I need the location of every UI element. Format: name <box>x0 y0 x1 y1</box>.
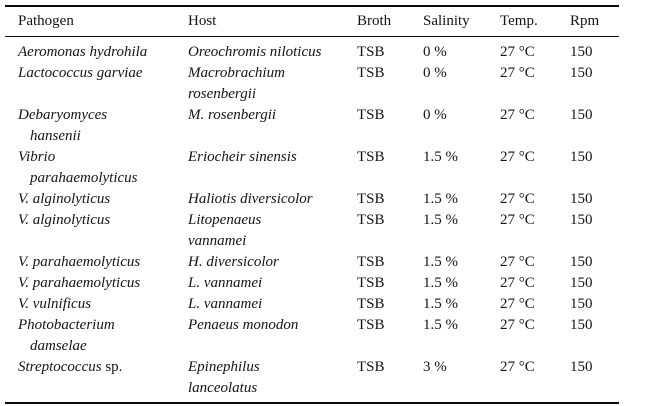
host-cell: L. vannamei <box>188 275 263 291</box>
broth-cell: TSB <box>357 317 385 333</box>
temp-cell: 27 °C <box>500 317 535 333</box>
pathogen-cell: Vibrio parahaemolyticus <box>5 147 188 189</box>
host-cell: Eriocheir sinensis <box>188 149 297 165</box>
rpm-cell: 150 <box>570 65 593 81</box>
temp-cell: 27 °C <box>500 359 535 375</box>
host-cell: Macrobrachium rosenbergii <box>188 65 285 102</box>
host-cell: H. diversicolor <box>188 254 279 270</box>
broth-cell: TSB <box>357 44 385 60</box>
broth-cell: TSB <box>357 191 385 207</box>
culture-conditions-table: Pathogen Host Broth Salinity Temp. Rpm A… <box>5 5 619 404</box>
temp-cell: 27 °C <box>500 275 535 291</box>
table-row: V. vulnificus L. vannamei TSB 1.5 % 27 °… <box>5 294 619 315</box>
broth-cell: TSB <box>357 275 385 291</box>
column-header-pathogen: Pathogen <box>5 6 188 37</box>
broth-cell: TSB <box>357 254 385 270</box>
pathogen-cell: Debaryomyces hansenii <box>5 105 188 147</box>
pathogen-cell: Streptococcus sp. <box>5 357 188 403</box>
pathogen-cell: Photobacterium damselae <box>5 315 188 357</box>
host-cell: Haliotis diversicolor <box>188 191 313 207</box>
rpm-cell: 150 <box>570 107 593 123</box>
rpm-cell: 150 <box>570 191 593 207</box>
host-cell: L. vannamei <box>188 296 263 312</box>
temp-cell: 27 °C <box>500 107 535 123</box>
pathogen-name: V. alginolyticus <box>18 191 111 207</box>
salinity-cell: 1.5 % <box>423 317 458 333</box>
table-row: Lactococcus garviae Macrobrachium rosenb… <box>5 63 619 105</box>
pathogen-name: V. vulnificus <box>18 296 92 312</box>
table-row: V. alginolyticus Haliotis diversicolor T… <box>5 189 619 210</box>
table-row: V. parahaemolyticus H. diversicolor TSB … <box>5 252 619 273</box>
salinity-cell: 0 % <box>423 65 447 81</box>
pathogen-name: Photobacterium damselae <box>18 317 115 354</box>
temp-cell: 27 °C <box>500 212 535 228</box>
salinity-cell: 1.5 % <box>423 191 458 207</box>
broth-cell: TSB <box>357 107 385 123</box>
table-row: V. parahaemolyticus L. vannamei TSB 1.5 … <box>5 273 619 294</box>
table-row: Aeromonas hydrohila Oreochromis niloticu… <box>5 37 619 64</box>
rpm-cell: 150 <box>570 44 593 60</box>
pathogen-name: V. parahaemolyticus <box>18 275 141 291</box>
host-cell: Epinephilus lanceolatus <box>188 359 260 396</box>
table-row: Streptococcus sp. Epinephilus lanceolatu… <box>5 357 619 403</box>
pathogen-name: Lactococcus garviae <box>18 65 143 81</box>
rpm-cell: 150 <box>570 212 593 228</box>
broth-cell: TSB <box>357 212 385 228</box>
temp-cell: 27 °C <box>500 191 535 207</box>
column-header-rpm: Rpm <box>570 6 619 37</box>
column-header-temp: Temp. <box>500 6 570 37</box>
rpm-cell: 150 <box>570 254 593 270</box>
host-cell: Penaeus monodon <box>188 317 299 333</box>
table-body: Aeromonas hydrohila Oreochromis niloticu… <box>5 37 619 404</box>
pathogen-name: Debaryomyces hansenii <box>18 107 108 144</box>
temp-cell: 27 °C <box>500 44 535 60</box>
temp-cell: 27 °C <box>500 149 535 165</box>
rpm-cell: 150 <box>570 275 593 291</box>
rpm-cell: 150 <box>570 296 593 312</box>
table-row: Photobacterium damselae Penaeus monodon … <box>5 315 619 357</box>
salinity-cell: 1.5 % <box>423 275 458 291</box>
host-cell: Litopenaeus vannamei <box>188 212 262 249</box>
salinity-cell: 0 % <box>423 44 447 60</box>
rpm-cell: 150 <box>570 359 593 375</box>
pathogen-name-roman-suffix: sp. <box>101 359 123 375</box>
pathogen-cell: V. parahaemolyticus <box>5 252 188 273</box>
rpm-cell: 150 <box>570 317 593 333</box>
broth-cell: TSB <box>357 65 385 81</box>
pathogen-name: Streptococcus <box>18 359 102 375</box>
column-header-salinity: Salinity <box>423 6 500 37</box>
host-cell: Oreochromis niloticus <box>188 44 322 60</box>
pathogen-cell: Aeromonas hydrohila <box>5 37 188 64</box>
column-header-broth: Broth <box>357 6 423 37</box>
host-cell: M. rosenbergii <box>188 107 277 123</box>
pathogen-cell: V. alginolyticus <box>5 210 188 252</box>
pathogen-name: V. alginolyticus <box>18 212 111 228</box>
pathogen-cell: Lactococcus garviae <box>5 63 188 105</box>
rpm-cell: 150 <box>570 149 593 165</box>
table-header: Pathogen Host Broth Salinity Temp. Rpm <box>5 6 619 37</box>
salinity-cell: 3 % <box>423 359 447 375</box>
temp-cell: 27 °C <box>500 296 535 312</box>
table-row: V. alginolyticus Litopenaeus vannamei TS… <box>5 210 619 252</box>
salinity-cell: 1.5 % <box>423 254 458 270</box>
header-row: Pathogen Host Broth Salinity Temp. Rpm <box>5 6 619 37</box>
broth-cell: TSB <box>357 149 385 165</box>
table-row: Vibrio parahaemolyticus Eriocheir sinens… <box>5 147 619 189</box>
column-header-host: Host <box>188 6 357 37</box>
broth-cell: TSB <box>357 296 385 312</box>
salinity-cell: 1.5 % <box>423 212 458 228</box>
pathogen-name: Vibrio parahaemolyticus <box>18 149 138 186</box>
temp-cell: 27 °C <box>500 65 535 81</box>
table-row: Debaryomyces hansenii M. rosenbergii TSB… <box>5 105 619 147</box>
broth-cell: TSB <box>357 359 385 375</box>
pathogen-cell: V. alginolyticus <box>5 189 188 210</box>
salinity-cell: 1.5 % <box>423 296 458 312</box>
pathogen-name: Aeromonas hydrohila <box>18 44 148 60</box>
temp-cell: 27 °C <box>500 254 535 270</box>
salinity-cell: 0 % <box>423 107 447 123</box>
pathogen-name: V. parahaemolyticus <box>18 254 141 270</box>
pathogen-cell: V. parahaemolyticus <box>5 273 188 294</box>
salinity-cell: 1.5 % <box>423 149 458 165</box>
pathogen-cell: V. vulnificus <box>5 294 188 315</box>
